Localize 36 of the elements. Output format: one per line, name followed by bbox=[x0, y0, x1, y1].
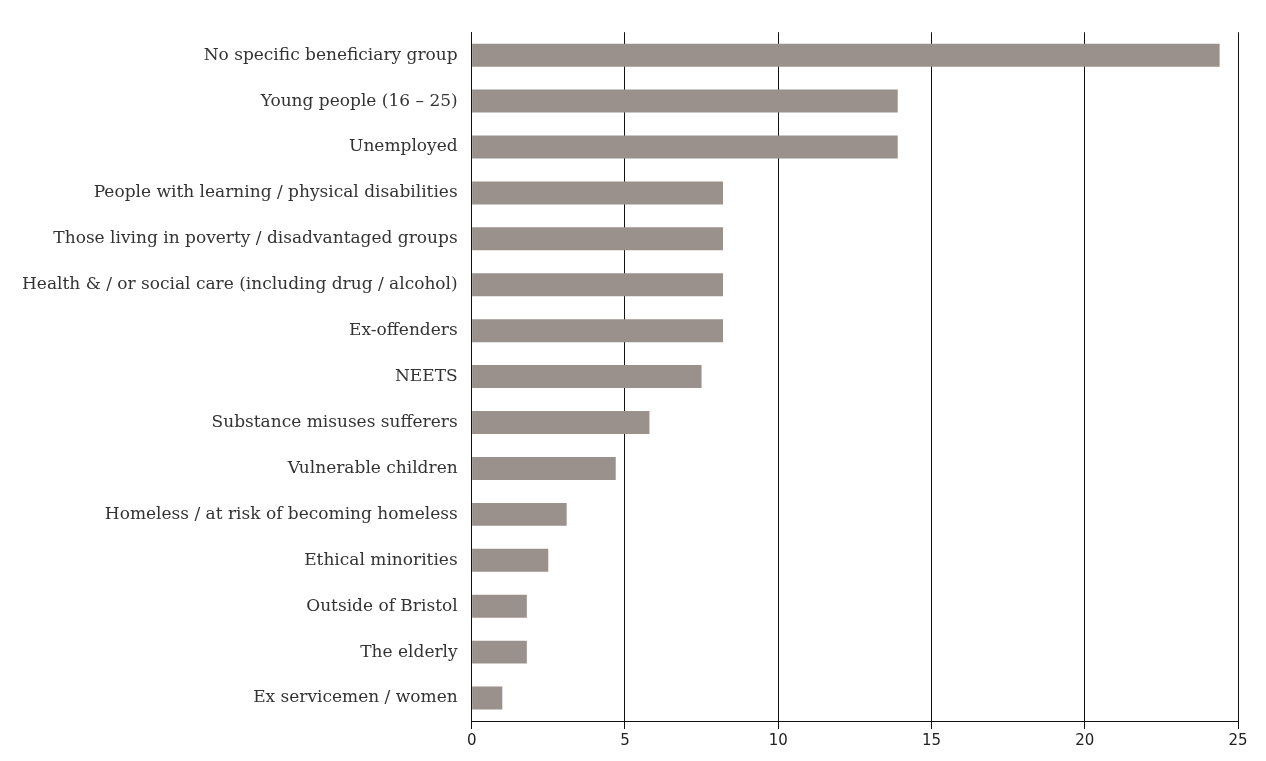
y-tick-label: Ethical minorities bbox=[304, 548, 458, 569]
y-tick-label: Health & / or social care (including drug / alcohol) bbox=[21, 273, 458, 294]
y-tick-label: Those living in poverty / disadvantaged groups bbox=[53, 227, 458, 248]
bar bbox=[472, 502, 567, 526]
y-tick-label: Outside of Bristol bbox=[306, 594, 458, 615]
bar bbox=[472, 640, 527, 664]
y-tick-label: Vulnerable children bbox=[286, 456, 458, 477]
bar bbox=[472, 594, 527, 618]
bar bbox=[472, 227, 724, 251]
x-tick-label: 25 bbox=[1228, 730, 1248, 749]
bar bbox=[472, 181, 724, 205]
x-tick-label: 5 bbox=[620, 730, 630, 749]
bar bbox=[472, 135, 898, 159]
bar bbox=[472, 456, 616, 480]
bar bbox=[472, 411, 650, 434]
x-tick-label: 0 bbox=[466, 730, 477, 749]
y-tick-label: Ex servicemen / women bbox=[253, 686, 458, 707]
bar bbox=[472, 273, 724, 297]
y-tick-label: NEETS bbox=[394, 365, 458, 386]
y-tick-label: People with learning / physical disabilities bbox=[93, 181, 458, 202]
y-tick-label: Substance misuses sufferers bbox=[211, 410, 458, 431]
bar bbox=[472, 319, 724, 343]
x-tick-label: 20 bbox=[1075, 730, 1095, 749]
x-tick-label: 10 bbox=[768, 730, 788, 749]
y-tick-label: Young people (16 – 25) bbox=[259, 89, 458, 110]
bar bbox=[472, 89, 898, 113]
y-tick-label: The elderly bbox=[360, 640, 459, 661]
y-tick-label: No specific beneficiary group bbox=[203, 43, 458, 64]
y-tick-label: Homeless / at risk of becoming homeless bbox=[104, 502, 458, 523]
y-tick-label: Unemployed bbox=[349, 135, 458, 156]
y-tick-label: Ex-offenders bbox=[349, 319, 458, 340]
bar bbox=[472, 43, 1220, 67]
bar bbox=[472, 548, 549, 572]
bar bbox=[472, 686, 503, 710]
x-tick-label: 15 bbox=[921, 730, 942, 749]
bar bbox=[472, 365, 702, 389]
